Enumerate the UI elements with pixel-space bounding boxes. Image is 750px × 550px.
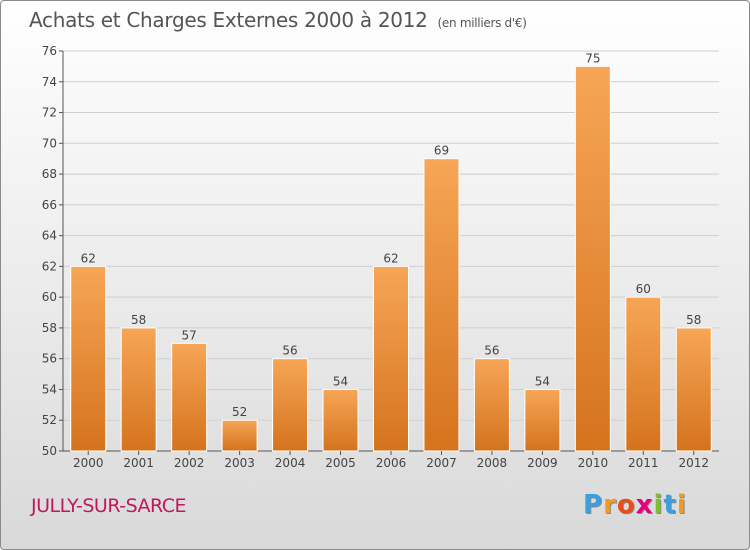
bar-value-label: 62 xyxy=(383,251,398,265)
x-tick-label: 2006 xyxy=(376,456,407,470)
bar xyxy=(524,388,561,452)
y-tick-label: 72 xyxy=(42,106,57,120)
y-tick-label: 56 xyxy=(42,352,57,366)
x-tick-label: 2007 xyxy=(426,456,457,470)
y-tick-label: 76 xyxy=(42,44,57,58)
bar xyxy=(473,358,510,452)
bar-value-label: 62 xyxy=(81,251,96,265)
bar-value-label: 58 xyxy=(131,313,146,327)
x-tick-label: 2011 xyxy=(628,456,659,470)
bar-value-label: 58 xyxy=(686,313,701,327)
y-tick-label: 58 xyxy=(42,321,57,335)
logo-letter: t xyxy=(663,490,677,520)
bar xyxy=(675,327,712,452)
bar-value-label: 52 xyxy=(232,405,247,419)
bar xyxy=(574,65,611,452)
town-name: JULLY-SUR-SARCE xyxy=(31,495,187,517)
x-tick-label: 2004 xyxy=(275,456,306,470)
proxiti-logo: Proxiti xyxy=(583,490,687,520)
y-tick-label: 52 xyxy=(42,413,57,427)
bar xyxy=(373,265,409,452)
logo-letter: i xyxy=(676,490,687,520)
x-tick-label: 2003 xyxy=(224,456,255,470)
x-tick-label: 2000 xyxy=(73,456,104,470)
y-tick-label: 50 xyxy=(42,444,57,458)
x-tick-label: 2002 xyxy=(174,456,205,470)
chart-title-text: Achats et Charges Externes 2000 à 2012 xyxy=(29,8,428,32)
chart-unit: (en milliers d'€) xyxy=(437,16,527,30)
bar-value-label: 75 xyxy=(585,51,600,65)
y-tick-label: 66 xyxy=(42,198,57,212)
y-tick-label: 54 xyxy=(42,382,57,396)
bar-value-label: 54 xyxy=(333,374,348,388)
y-tick-label: 64 xyxy=(42,229,57,243)
x-tick-label: 2010 xyxy=(578,456,609,470)
logo-letter: x xyxy=(635,490,654,520)
x-tick-label: 2012 xyxy=(678,456,709,470)
bar xyxy=(171,342,208,452)
logo-letter: o xyxy=(616,490,636,520)
bar xyxy=(70,265,107,452)
bar-value-label: 56 xyxy=(282,344,297,358)
bar xyxy=(221,419,258,452)
bar xyxy=(423,158,460,452)
bar xyxy=(625,296,662,452)
y-tick-label: 62 xyxy=(42,259,57,273)
bar-value-label: 60 xyxy=(636,282,651,296)
bar xyxy=(272,358,309,452)
y-tick-label: 70 xyxy=(42,136,57,150)
bar-value-label: 69 xyxy=(434,144,449,158)
logo-letter: i xyxy=(653,490,664,520)
logo-letter: r xyxy=(603,490,617,520)
bar xyxy=(322,388,359,452)
bar-value-label: 54 xyxy=(535,374,550,388)
y-tick-label: 60 xyxy=(42,290,57,304)
x-tick-label: 2009 xyxy=(527,456,558,470)
y-tick-label: 74 xyxy=(42,75,57,89)
chart-title: Achats et Charges Externes 2000 à 2012 (e… xyxy=(29,8,527,32)
bar-value-label: 56 xyxy=(484,344,499,358)
y-tick-label: 68 xyxy=(42,167,57,181)
bar xyxy=(120,327,157,452)
x-tick-label: 2008 xyxy=(477,456,508,470)
logo-letter: P xyxy=(583,490,604,520)
x-tick-label: 2005 xyxy=(325,456,356,470)
bar-value-label: 57 xyxy=(182,328,197,342)
x-tick-label: 2001 xyxy=(123,456,154,470)
